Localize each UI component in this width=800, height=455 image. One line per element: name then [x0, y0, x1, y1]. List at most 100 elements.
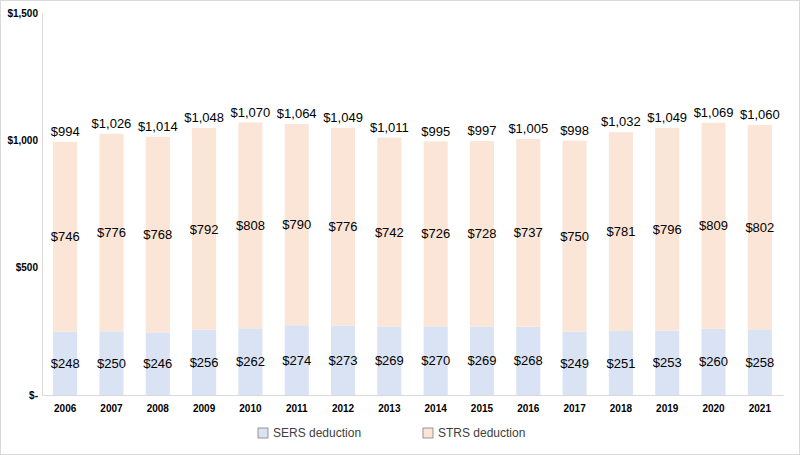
legend-label: SERS deduction [273, 426, 361, 440]
x-tick-label: 2007 [100, 403, 123, 414]
segment-label: $256 [190, 355, 219, 370]
x-tick: 2017 [563, 403, 586, 414]
x-tick-label: 2013 [378, 403, 401, 414]
x-tick: 2013 [378, 403, 401, 414]
segment-label: $268 [514, 353, 543, 368]
x-tick-label: 2019 [656, 403, 679, 414]
segment-label: $274 [282, 353, 311, 368]
y-tick-label: $1,500 [7, 8, 38, 19]
segment-label: $776 [97, 225, 126, 240]
y-tick: $- [29, 390, 38, 401]
total-label: $1,032 [601, 114, 641, 129]
segment-label: $790 [282, 217, 311, 232]
x-tick: 2016 [517, 403, 540, 414]
legend-item: SERS deduction [258, 426, 361, 440]
total-label: $998 [560, 123, 589, 138]
segment-label: $802 [745, 220, 774, 235]
segment-label: $258 [745, 355, 774, 370]
total-label: $1,026 [92, 116, 132, 131]
segment-label: $260 [699, 354, 728, 369]
y-tick: $1,500 [7, 8, 38, 19]
segment-label: $270 [421, 353, 450, 368]
chart-svg: $-$500$1,000$1,5002006200720082009201020… [0, 0, 800, 455]
x-tick-label: 2021 [749, 403, 772, 414]
y-tick: $500 [16, 262, 39, 273]
segment-label: $262 [236, 354, 265, 369]
x-tick: 2007 [100, 403, 123, 414]
total-label: $1,070 [231, 105, 271, 120]
segment-label: $768 [143, 227, 172, 242]
segment-label: $792 [190, 222, 219, 237]
x-tick: 2006 [54, 403, 77, 414]
x-tick-label: 2009 [193, 403, 216, 414]
x-tick-label: 2015 [471, 403, 494, 414]
x-tick: 2014 [425, 403, 448, 414]
legend-swatch [423, 428, 433, 438]
x-tick-label: 2016 [517, 403, 540, 414]
bars [53, 123, 772, 395]
x-tick: 2012 [332, 403, 355, 414]
total-label: $1,011 [370, 120, 409, 135]
x-tick: 2010 [239, 403, 262, 414]
y-tick: $1,000 [7, 135, 38, 146]
x-tick-label: 2017 [563, 403, 586, 414]
total-label: $1,005 [508, 121, 548, 136]
y-axis-line [42, 14, 43, 396]
total-label: $1,014 [138, 119, 178, 134]
x-axis: 2006 2007 2008 2009 2010 2011 2012 2013 2014 2015… [43, 396, 784, 415]
segment-label: $728 [468, 226, 497, 241]
y-tick-label: $500 [16, 262, 39, 273]
data-labels: $248 $250 $246 $256 $262 $274 $273 $269 $270 $269… [51, 105, 780, 372]
total-label: $1,069 [694, 105, 734, 120]
x-tick: 2020 [702, 403, 725, 414]
y-axis: $- $500 $1,000 $1,500 [7, 8, 42, 401]
segment-label: $742 [375, 225, 404, 240]
legend-label: STRS deduction [438, 426, 525, 440]
x-tick-label: 2008 [147, 403, 170, 414]
segment-label: $253 [653, 355, 682, 370]
total-label: $1,049 [647, 110, 687, 125]
x-tick: 2021 [749, 403, 772, 414]
segment-label: $776 [329, 219, 358, 234]
y-tick-label: $- [29, 390, 38, 401]
segment-label: $726 [421, 226, 450, 241]
segment-label: $248 [51, 356, 80, 371]
segment-label: $269 [375, 353, 404, 368]
segment-label: $250 [97, 356, 126, 371]
segment-label: $808 [236, 218, 265, 233]
segment-label: $251 [606, 356, 635, 371]
segment-label: $750 [560, 229, 589, 244]
legend-item: STRS deduction [423, 426, 525, 440]
segment-label: $781 [606, 224, 635, 239]
x-tick: 2019 [656, 403, 679, 414]
segment-label: $746 [51, 229, 80, 244]
x-tick-label: 2018 [610, 403, 633, 414]
segment-label: $737 [514, 225, 543, 240]
segment-label: $809 [699, 218, 728, 233]
x-tick-label: 2014 [425, 403, 448, 414]
segment-label: $269 [468, 353, 497, 368]
x-tick-label: 2010 [239, 403, 262, 414]
total-label: $1,049 [323, 110, 363, 125]
total-label: $997 [468, 123, 497, 138]
x-tick-label: 2011 [286, 403, 308, 414]
x-tick: 2011 [286, 403, 308, 414]
segment-label: $249 [560, 356, 589, 371]
chart-frame [1, 1, 800, 455]
segment-label: $273 [329, 353, 358, 368]
x-tick-label: 2006 [54, 403, 77, 414]
x-tick-label: 2020 [702, 403, 725, 414]
legend: SERS deduction STRS deduction [258, 426, 525, 440]
segment-label: $246 [143, 356, 172, 371]
x-tick: 2015 [471, 403, 494, 414]
total-label: $994 [51, 124, 80, 139]
segment-label: $796 [653, 222, 682, 237]
total-label: $1,060 [740, 107, 780, 122]
x-tick-label: 2012 [332, 403, 355, 414]
x-axis-line [43, 395, 784, 396]
chart-container: $-$500$1,000$1,5002006200720082009201020… [0, 0, 800, 455]
x-tick: 2018 [610, 403, 633, 414]
total-label: $1,064 [277, 106, 317, 121]
y-tick-label: $1,000 [7, 135, 38, 146]
x-tick: 2009 [193, 403, 216, 414]
